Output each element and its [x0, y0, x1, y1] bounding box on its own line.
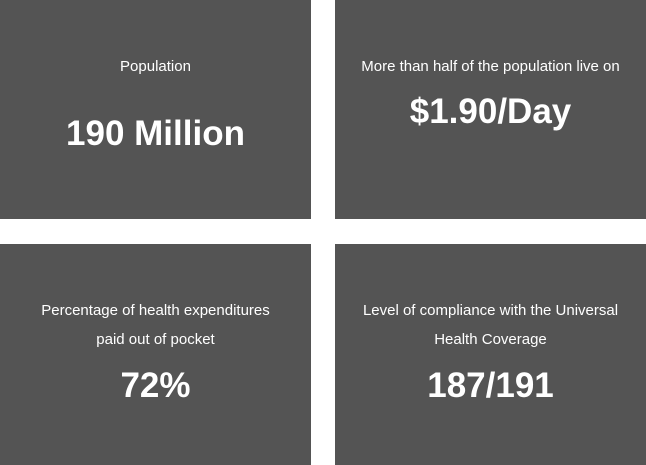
stat-value: 187/191 — [427, 366, 554, 405]
stat-card-out-of-pocket: Percentage of health expenditures paid o… — [0, 244, 311, 465]
stat-label: Level of compliance with the Universal H… — [362, 302, 619, 348]
stat-label: Percentage of health expenditures paid o… — [41, 302, 270, 348]
stat-value: $1.90/Day — [409, 92, 572, 131]
stat-label: Population — [120, 58, 191, 75]
stat-value: 72% — [120, 366, 191, 405]
stat-card-daily-income: More than half of the population live on… — [335, 0, 646, 219]
stat-card-population: Population 190 Million — [0, 0, 311, 219]
stat-value: 190 Million — [66, 114, 245, 153]
stat-card-uhc-compliance: Level of compliance with the Universal H… — [335, 244, 646, 465]
stat-label: More than half of the population live on — [361, 58, 620, 75]
